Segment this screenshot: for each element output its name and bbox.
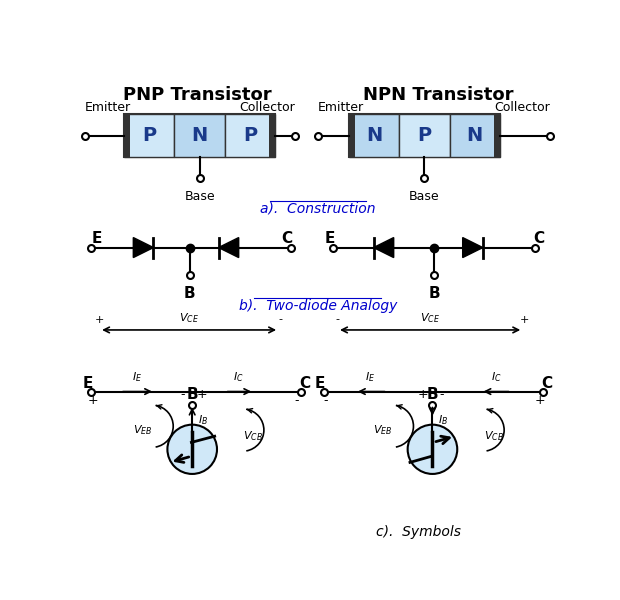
Text: -: - (323, 394, 328, 407)
Text: NPN Transistor: NPN Transistor (363, 86, 513, 104)
Text: B: B (428, 286, 440, 301)
Text: C: C (533, 231, 544, 246)
Text: $I_B$: $I_B$ (438, 413, 448, 427)
Text: -: - (440, 388, 444, 401)
Text: C: C (281, 231, 292, 246)
Text: Base: Base (184, 190, 215, 203)
Text: C: C (541, 376, 552, 391)
Text: $V_{EB}$: $V_{EB}$ (133, 423, 153, 437)
Text: a).  Construction: a). Construction (260, 202, 376, 215)
FancyBboxPatch shape (450, 115, 500, 157)
Text: N: N (192, 126, 208, 145)
Text: $V_{CE}$: $V_{CE}$ (179, 311, 199, 325)
Polygon shape (133, 238, 153, 257)
Text: Collector: Collector (239, 101, 294, 114)
Text: $I_C$: $I_C$ (490, 370, 502, 384)
Text: -: - (294, 394, 299, 407)
Text: $I_E$: $I_E$ (365, 370, 376, 384)
Polygon shape (219, 238, 239, 257)
FancyBboxPatch shape (348, 115, 399, 157)
Text: +: + (94, 314, 104, 325)
Text: E: E (82, 376, 93, 391)
Text: P: P (243, 126, 257, 145)
Text: N: N (467, 126, 483, 145)
Text: +: + (520, 314, 529, 325)
Text: E: E (315, 376, 326, 391)
FancyBboxPatch shape (124, 115, 275, 157)
Text: -: - (335, 314, 339, 325)
Text: PNP Transistor: PNP Transistor (123, 86, 272, 104)
Text: b).  Two-diode Analogy: b). Two-diode Analogy (239, 299, 397, 313)
Text: -: - (180, 388, 185, 401)
Text: $V_{CB}$: $V_{CB}$ (484, 430, 503, 443)
FancyBboxPatch shape (269, 115, 275, 157)
Text: $V_{EB}$: $V_{EB}$ (373, 423, 392, 437)
Polygon shape (463, 238, 483, 257)
Text: C: C (299, 376, 310, 391)
Text: c).  Symbols: c). Symbols (376, 525, 461, 539)
FancyBboxPatch shape (348, 115, 500, 157)
Text: $I_B$: $I_B$ (198, 413, 208, 427)
Circle shape (167, 425, 217, 474)
Circle shape (408, 425, 458, 474)
FancyBboxPatch shape (124, 115, 174, 157)
Text: -: - (278, 314, 283, 325)
Text: $I_C$: $I_C$ (233, 370, 244, 384)
Text: +: + (535, 394, 546, 407)
Text: Emitter: Emitter (317, 101, 364, 114)
Text: B: B (187, 387, 198, 402)
FancyBboxPatch shape (348, 115, 355, 157)
FancyBboxPatch shape (224, 115, 275, 157)
Text: P: P (417, 126, 432, 145)
Text: $I_E$: $I_E$ (132, 370, 142, 384)
Text: $V_{CB}$: $V_{CB}$ (244, 430, 264, 443)
FancyBboxPatch shape (494, 115, 500, 157)
Text: +: + (87, 394, 99, 407)
Text: Emitter: Emitter (86, 101, 131, 114)
FancyBboxPatch shape (124, 115, 130, 157)
Text: Base: Base (409, 190, 440, 203)
FancyBboxPatch shape (399, 115, 450, 157)
Text: E: E (324, 231, 335, 246)
Text: E: E (92, 231, 102, 246)
Text: B: B (184, 286, 196, 301)
Text: N: N (366, 126, 382, 145)
Text: +: + (196, 388, 207, 401)
Text: $V_{CE}$: $V_{CE}$ (420, 311, 440, 325)
Text: +: + (418, 388, 428, 401)
Text: Collector: Collector (495, 101, 551, 114)
Text: P: P (142, 126, 156, 145)
FancyBboxPatch shape (174, 115, 224, 157)
Polygon shape (373, 238, 394, 257)
Text: B: B (427, 387, 438, 402)
